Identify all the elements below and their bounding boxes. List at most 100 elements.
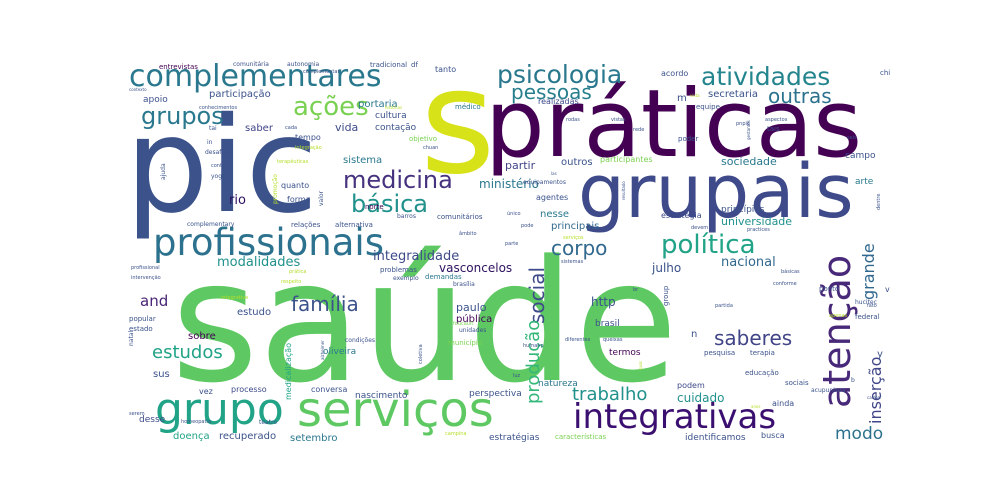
word-luz: luz	[513, 373, 521, 379]
word-intervencao: intervenção	[131, 275, 161, 281]
word-servicos: serviços	[297, 382, 494, 438]
word-demandas: demandas	[425, 273, 462, 281]
word-vasconcelos: vasconcelos	[439, 261, 513, 275]
word-respeito: respeito	[281, 279, 302, 285]
word-norte: norte	[365, 203, 384, 211]
word-quanto: quanto	[281, 181, 310, 190]
word-vez: vez	[199, 387, 213, 396]
word-comunitaria: comunitária	[233, 61, 269, 68]
word-participacao: participação	[209, 89, 271, 100]
word-acordo: acordo	[661, 69, 689, 78]
word-grupo: grupo	[155, 384, 284, 435]
word-desafios: desafios	[205, 149, 230, 156]
word-federal: federal	[855, 313, 880, 321]
word-tradicional: tradicional	[370, 61, 408, 69]
word-cada: cada	[285, 125, 298, 131]
word-desse: desse	[139, 415, 166, 425]
word-http: http	[591, 295, 616, 309]
word-vida: vida	[335, 121, 359, 134]
word-valor: valor	[318, 190, 325, 206]
word-rede: rede	[633, 127, 645, 133]
word-profissionais: profissionais	[153, 221, 384, 264]
word-hucitec: hucitec	[855, 299, 877, 306]
word-terapia: terapia	[750, 349, 775, 357]
word-tanto: tanto	[435, 65, 457, 74]
word-estrategias: estratégias	[489, 433, 540, 443]
word-partir: partir	[505, 159, 536, 172]
word-group: group	[662, 285, 670, 306]
word-qual: qual	[638, 361, 643, 370]
word-grupais: grupais	[578, 149, 854, 235]
word-trabalho: trabalho	[572, 384, 648, 405]
word-teatro: teatro	[259, 419, 278, 426]
word-insercao: inserção	[866, 356, 885, 424]
word-ministerio: ministério	[479, 177, 539, 191]
word-psicologia: psicologia	[497, 60, 623, 89]
word-terapeuticas: terapêuticas	[277, 159, 309, 165]
word-historias: histórias	[385, 105, 403, 110]
word-comunitarios: comunitários	[437, 213, 483, 221]
word-in: in	[207, 139, 213, 146]
word-coletiva: coletiva	[418, 344, 424, 364]
word-vistas: vistas	[611, 117, 626, 123]
word-integrativas: integrativas	[573, 397, 777, 437]
word-municipio: município	[448, 339, 483, 347]
word-cultura: cultura	[375, 111, 407, 121]
word-termos: termos	[609, 348, 641, 358]
word-tai: tai	[209, 125, 217, 132]
word-basicas: básicas	[781, 269, 800, 275]
word-tais: tais	[767, 125, 780, 133]
word-perspectiva: perspectiva	[469, 389, 522, 399]
word-saber: saber	[245, 123, 273, 134]
word-anos: anos	[751, 404, 761, 409]
word-rodas: rodas	[566, 117, 580, 123]
word-medicina: medicina	[343, 166, 453, 194]
word-equipe: equipe	[696, 103, 720, 111]
word-parte: parte	[505, 241, 519, 247]
word-entrevistas: entrevistas	[159, 63, 198, 71]
word-pessoas: pessoas	[511, 80, 592, 104]
word-yoga: yoga	[211, 173, 226, 180]
word-brasil: brasil	[595, 319, 620, 329]
word-sobre: sobre	[188, 331, 216, 342]
word-unidades: unidades	[459, 327, 487, 334]
word-cuidado: cuidado	[677, 391, 725, 405]
word-sus: sus	[153, 369, 170, 380]
word-medicalizacao: medicalização	[284, 342, 293, 400]
word-objetivo: objetivo	[409, 135, 438, 143]
word-popular: popular	[129, 315, 156, 323]
word-equipamentos: equipamentos	[523, 179, 566, 186]
word-s: s	[420, 60, 496, 207]
word-conversa: conversa	[311, 385, 348, 394]
word-apoio: apoio	[143, 95, 168, 105]
word-portaria: portaria	[358, 99, 398, 110]
word-vista: vista	[690, 93, 700, 98]
word-doenca: doença	[173, 431, 210, 442]
word-conto: conto	[211, 163, 225, 169]
word-nesse: nesse	[540, 209, 570, 220]
word-alzheimer: alzheimer	[320, 340, 325, 360]
word-poder: poder	[678, 135, 699, 143]
word-outras: outras	[768, 84, 832, 108]
word-m: m	[677, 93, 687, 104]
word-grande: grande	[859, 243, 878, 300]
word-recuperado: recuperado	[219, 431, 277, 442]
word-familia: família	[291, 292, 359, 316]
word-acupuntura: acupuntura	[811, 387, 846, 394]
word-paulo: paulo	[456, 301, 487, 314]
word-ambito: âmbito	[459, 231, 477, 237]
word-homeopatia: homeopatia	[181, 419, 211, 425]
word-profissional: profissional	[131, 265, 160, 271]
word-campo: campo	[845, 151, 876, 161]
word-natal: natal	[128, 330, 135, 346]
word-principais: principais	[551, 221, 600, 232]
word-n: n	[691, 329, 698, 340]
word-secretaria: secretaria	[708, 89, 758, 100]
word-principios: princípios	[721, 205, 765, 215]
word-julho: julho	[652, 261, 682, 275]
word-chuan: chuan	[423, 145, 439, 151]
word-social: social	[525, 266, 549, 324]
word-contacao: contação	[375, 123, 417, 133]
word-cloud: saúde pic práticas s grupais serviços pr…	[125, 60, 895, 445]
